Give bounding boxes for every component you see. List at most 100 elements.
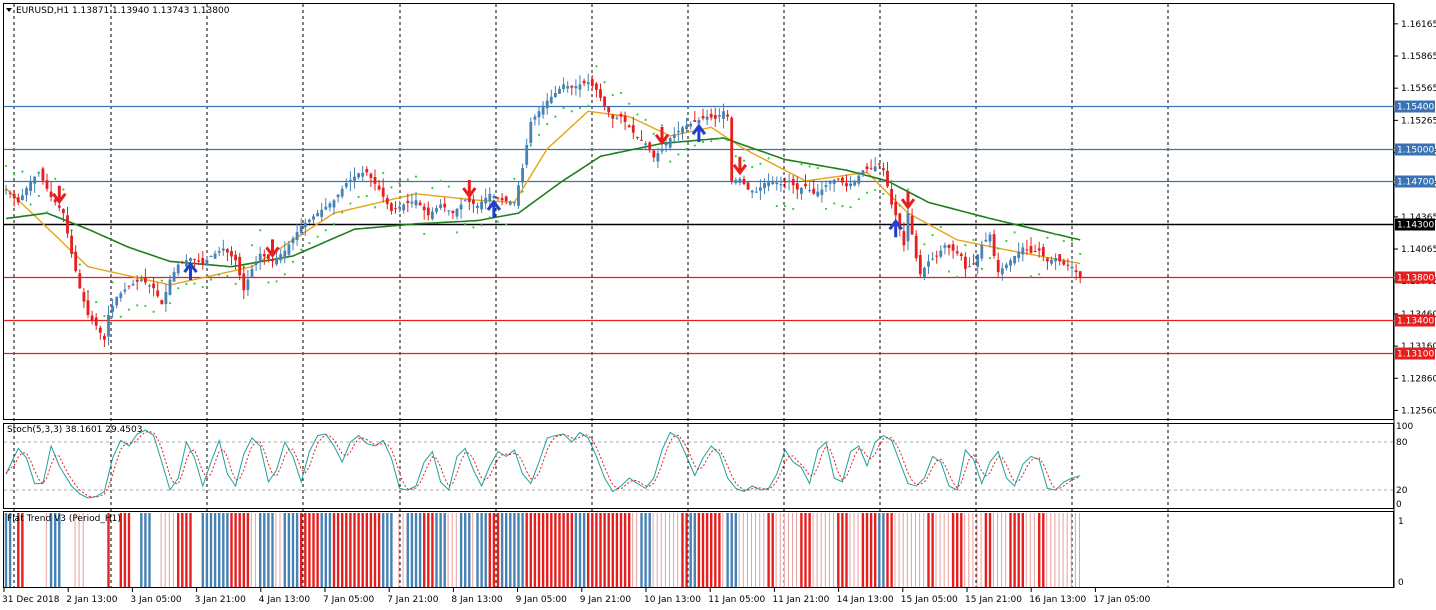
candle-body [521,168,524,183]
horizontal-levels [4,105,1394,355]
candle-body [107,314,110,337]
candle-body [443,203,447,208]
trend-bar [734,513,737,587]
candle-body [619,113,623,117]
trend-bar [705,513,709,587]
trend-bar [451,513,453,587]
candle-body [1021,247,1025,255]
trend-bar [976,513,978,587]
candle-body [914,235,918,259]
level-tag [1395,271,1435,284]
level-tag-text: 1.15000 [1397,146,1434,156]
trend-bar [74,513,76,587]
chart-header: EURUSD,H1 1.13871 1.13940 1.13743 1.1380… [16,6,230,16]
candle-body [537,111,541,118]
trend-bar [533,513,537,587]
price-tick-label: 1.16165 [1401,20,1436,30]
candle-body [869,167,873,169]
candle-body [812,188,816,194]
stoch-main-line [5,429,1081,499]
trend-bar [418,513,422,587]
time-label: 7 Jan 05:00 [323,595,375,605]
trend-bar [443,513,446,587]
sar-dot [226,274,229,278]
candle-body [1054,258,1057,262]
candle-body [349,179,352,182]
candle-body [455,208,459,217]
candle-body [148,285,151,287]
flat-trend-bars [4,513,1080,587]
trend-bar [1009,513,1012,587]
trend-bar [972,513,974,587]
candle-body [787,180,791,182]
candle-body [603,96,606,106]
trend-bar [816,513,818,587]
time-label: 17 Jan 05:00 [1093,595,1150,605]
sar-dot [95,301,98,304]
candle-body [902,231,906,246]
trend-bar [685,513,688,587]
candle-body [492,195,496,198]
time-label: 7 Jan 21:00 [387,595,439,605]
sar-dot [816,166,819,170]
stoch-pane-frame [3,423,1394,509]
sar-dot [956,275,959,279]
sell-arrow [265,239,280,258]
candle-body [1062,261,1066,265]
trend-bar [771,513,774,587]
sar-dot [619,91,623,95]
trend-bar [874,513,877,587]
trend-bar [640,513,643,587]
trend-bar [201,513,204,587]
trend-bar [882,513,885,587]
candle-body [968,266,971,268]
sar-dot [406,178,409,181]
symbol-dropdown-icon[interactable] [6,8,12,12]
trend-bar [414,513,418,587]
sar-dot [136,304,139,307]
candle-body [595,83,598,90]
sar-dot [554,115,557,118]
trend-bar [824,513,826,587]
candle-body [480,201,483,210]
candle-body [1050,259,1053,264]
candle-body [627,125,631,128]
stoch-tick-label: 20 [1396,486,1408,496]
candle-body [795,183,799,190]
level-tag [1395,218,1435,231]
sar-dot [693,144,696,147]
sar-dot [898,204,901,207]
trend-bar [349,513,352,587]
candle-body [644,143,647,145]
trend-bar [390,513,393,587]
sar-dot [882,192,885,195]
candle-body [25,188,28,196]
candle-body [697,120,701,124]
candle-body [783,180,787,183]
candle-body [873,166,877,172]
candle-body [197,260,201,262]
candle-body [890,188,893,205]
candle-body [1013,256,1016,264]
sar-dot [250,244,254,247]
candle-body [193,258,196,260]
candle-body [713,115,717,119]
stoch-tick-label: 80 [1396,438,1408,448]
candle-body [12,193,16,199]
sar-dot [906,188,910,191]
trend-bar [988,513,992,587]
trend-bar [956,513,959,587]
candle-body [185,260,188,267]
time-label: 3 Jan 05:00 [130,595,182,605]
trend-bar [459,513,463,587]
time-label: 15 Jan 21:00 [965,595,1022,605]
trend-bar [189,513,192,587]
sar-dot [1062,239,1065,243]
candle-body [82,292,86,302]
trend-bar [894,513,896,587]
trend-bar [812,513,814,587]
candle-body [16,197,20,203]
sar-dot [710,140,713,143]
sar-dot [283,273,286,276]
